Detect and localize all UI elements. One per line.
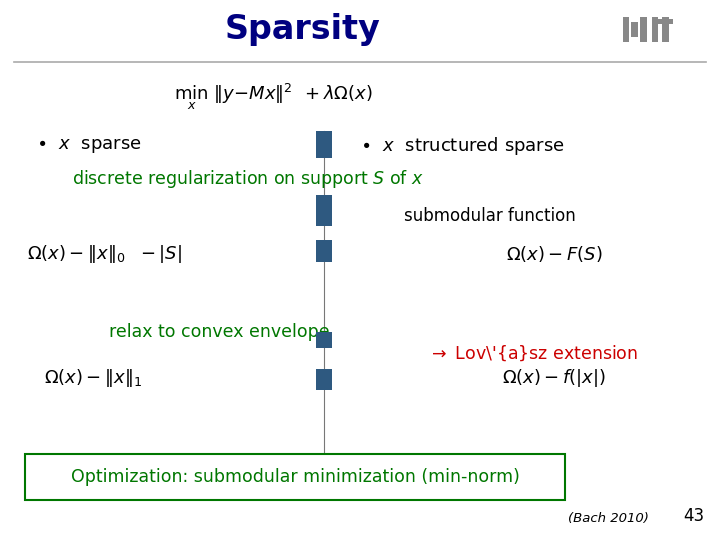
Text: $\Omega(x) - F(S)$: $\Omega(x) - F(S)$ <box>506 244 603 264</box>
Text: $\Omega(x) - \|x\|_0\ \ -|S|$: $\Omega(x) - \|x\|_0\ \ -|S|$ <box>27 243 182 265</box>
Text: $\bullet$  $x$  structured sparse: $\bullet$ $x$ structured sparse <box>360 135 564 157</box>
Text: relax to convex envelope: relax to convex envelope <box>109 323 330 341</box>
Bar <box>631 22 638 37</box>
Bar <box>316 240 332 262</box>
Text: submodular function: submodular function <box>404 207 575 225</box>
Bar <box>658 19 673 24</box>
Text: 43: 43 <box>683 507 704 525</box>
Text: $\min_x\ \|y - Mx\|^2\ +\lambda\Omega(x)$: $\min_x\ \|y - Mx\|^2\ +\lambda\Omega(x)… <box>174 82 373 112</box>
Text: $\Omega(x) - \|x\|_1$: $\Omega(x) - \|x\|_1$ <box>45 367 143 389</box>
Bar <box>316 195 332 226</box>
Bar <box>316 369 332 390</box>
Text: Sparsity: Sparsity <box>225 13 380 46</box>
Text: $\Omega(x) - f(|x|)$: $\Omega(x) - f(|x|)$ <box>503 367 606 389</box>
Bar <box>662 17 669 42</box>
Bar <box>640 17 647 42</box>
FancyBboxPatch shape <box>25 454 565 500</box>
Text: $\rightarrow$ Lov\'{a}sz extension: $\rightarrow$ Lov\'{a}sz extension <box>428 344 639 363</box>
Text: Optimization: submodular minimization (min-norm): Optimization: submodular minimization (m… <box>71 468 520 485</box>
Bar <box>316 332 332 348</box>
Bar <box>652 17 658 42</box>
Text: $\bullet$  $x$  sparse: $\bullet$ $x$ sparse <box>36 136 142 156</box>
Bar <box>316 131 332 158</box>
Bar <box>623 17 629 42</box>
Text: (Bach 2010): (Bach 2010) <box>568 512 649 525</box>
Text: discrete regularization on support $S$ of $x$: discrete regularization on support $S$ o… <box>73 168 424 190</box>
